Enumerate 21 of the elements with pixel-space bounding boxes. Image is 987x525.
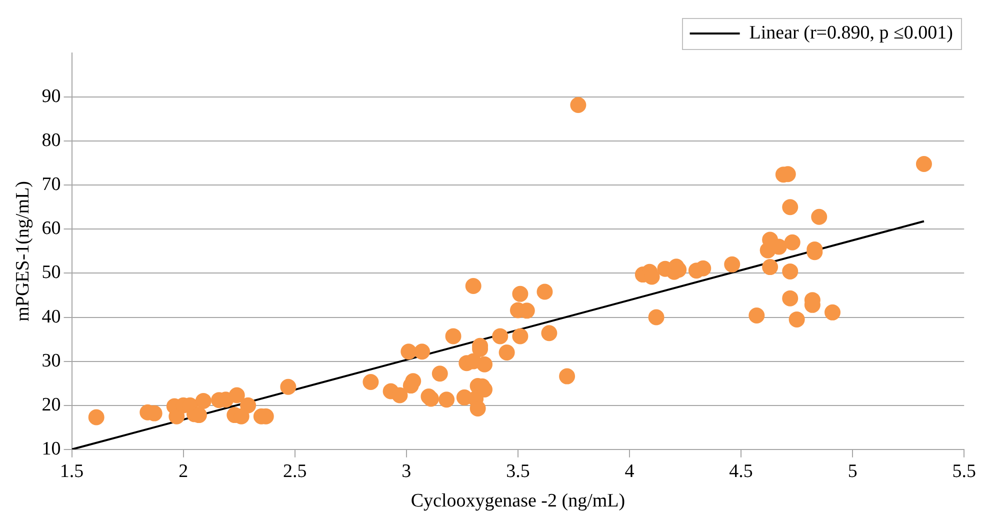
y-tick-label: 40 — [42, 306, 61, 328]
x-tick-label: 3.5 — [506, 460, 530, 482]
x-tick-label: 3 — [402, 460, 412, 482]
x-tick-label: 2 — [178, 460, 188, 482]
y-tick-label: 60 — [42, 218, 61, 240]
x-tick-label: 4.5 — [729, 460, 753, 482]
legend-label: Linear (r=0.890, p ≤0.001) — [749, 22, 953, 44]
y-tick-label: 90 — [42, 86, 61, 108]
x-tick-label: 5.5 — [952, 460, 976, 482]
x-tick-label: 2.5 — [283, 460, 307, 482]
y-tick-label: 20 — [42, 394, 61, 416]
y-tick-label: 80 — [42, 130, 61, 152]
x-axis-title: Cyclooxygenase -2 (ng/mL) — [410, 490, 626, 512]
y-tick-label: 10 — [42, 438, 61, 460]
y-tick-label: 70 — [42, 174, 61, 196]
x-tick-label: 4 — [624, 460, 635, 482]
x-tick-label: 1.5 — [60, 460, 84, 482]
y-axis-title: mPGES-1(ng/mL) — [12, 181, 34, 322]
x-tick-label: 5 — [848, 460, 858, 482]
y-tick-label: 30 — [42, 350, 61, 372]
y-tick-label: 50 — [42, 262, 61, 284]
